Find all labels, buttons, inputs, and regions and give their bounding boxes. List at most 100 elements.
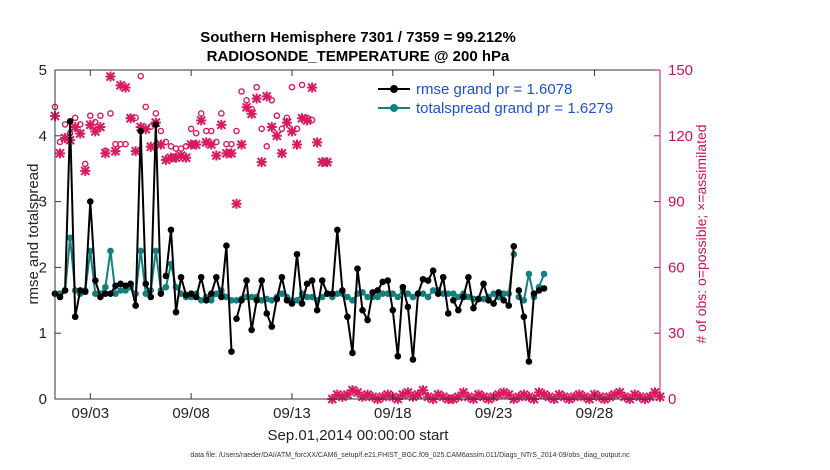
rmse-point [318, 277, 326, 284]
rmse-point [117, 280, 124, 288]
obs-possible-marker [102, 147, 109, 155]
totalspread-point [213, 290, 220, 298]
obs-possible-marker [192, 129, 200, 137]
totalspread-point [419, 290, 427, 298]
rmse-point [253, 297, 260, 304]
totalspread-point [248, 293, 255, 301]
y-right-tick-label: 90 [668, 194, 685, 211]
rmse-point [449, 297, 457, 304]
obs-assimilated-marker [271, 130, 282, 141]
obs-assimilated-marker [281, 117, 292, 128]
obs-possible-marker [76, 121, 84, 128]
obs-possible-marker [258, 125, 266, 133]
totalspread-point [207, 297, 215, 304]
rmse-point [323, 290, 331, 298]
rmse-point [132, 302, 139, 309]
obs-assimilated-marker [145, 141, 156, 152]
rmse-point [349, 349, 356, 357]
obs-possible-marker [157, 127, 165, 135]
totalspread-point [349, 297, 356, 304]
obs-assimilated-marker [80, 165, 91, 176]
obs-possible-marker [182, 143, 190, 150]
rmse-point [444, 310, 452, 317]
rmse-point [142, 280, 150, 288]
rmse-point [384, 277, 392, 284]
rmse-point [394, 352, 402, 360]
rmse-point [515, 287, 523, 294]
legend-rmse-marker [390, 85, 398, 93]
totalspread-point [142, 290, 150, 298]
totalspread-point [258, 297, 266, 304]
obs-possible-marker [263, 143, 271, 150]
rmse-point [192, 293, 200, 301]
x-tick-label: 09/18 [374, 405, 412, 422]
obs-possible-marker [273, 112, 281, 119]
legend-spread-label: totalspread grand pr = 1.6279 [416, 100, 613, 117]
obs-assimilated-marker [211, 150, 222, 161]
rmse-point [339, 287, 346, 294]
chart-title-line-2: RADIOSONDE_TEMPERATURE @ 200 hPa [207, 48, 510, 65]
obs-possible-marker [308, 116, 316, 124]
obs-assimilated-marker [105, 71, 116, 82]
obs-possible-marker [233, 127, 240, 135]
totalspread-point [233, 297, 240, 304]
y-right-tick-label: 60 [668, 259, 685, 276]
obs-possible-marker [56, 138, 64, 146]
rmse-point [424, 277, 432, 284]
rmse-point [258, 277, 266, 284]
obs-possible-marker [142, 103, 150, 111]
legend-spread-marker [390, 104, 398, 112]
rmse-point [485, 297, 492, 304]
x-tick-label: 09/28 [576, 405, 614, 422]
rmse-point [374, 287, 381, 294]
rmse-point [238, 297, 245, 304]
obs-possible-marker [278, 125, 286, 133]
rmse-point [470, 304, 477, 312]
obs-possible-marker [187, 125, 195, 133]
obs-assimilated-marker [246, 108, 257, 119]
obs-possible-marker [248, 105, 255, 113]
obs-assimilated-marker [196, 115, 207, 126]
rmse-point [460, 293, 467, 301]
y-tick-label: 2 [39, 259, 47, 276]
rmse-point [434, 290, 442, 298]
rmse-point [303, 280, 311, 288]
totalspread-point [490, 290, 497, 298]
rmse-point [102, 290, 109, 298]
totalspread-point [137, 247, 145, 255]
obs-possible-marker [298, 81, 306, 89]
totalspread-point [66, 234, 74, 242]
obs-assimilated-marker [261, 91, 272, 102]
totalspread-point [379, 290, 387, 298]
rmse-point [66, 118, 74, 125]
obs-possible-marker [218, 110, 225, 117]
rmse-point [248, 326, 255, 334]
rmse-point [56, 293, 64, 301]
rmse-point [268, 323, 276, 330]
obs-possible-marker [86, 112, 94, 119]
rmse-point [167, 226, 175, 234]
rmse-point [127, 280, 134, 288]
rmse-point [389, 306, 397, 314]
rmse-point [505, 302, 513, 309]
rmse-point [71, 313, 79, 321]
obs-assimilated-marker [181, 152, 192, 163]
obs-possible-marker [81, 160, 89, 168]
obs-assimilated-marker [266, 122, 277, 133]
rmse-point [182, 291, 190, 299]
rmse-point [172, 308, 180, 316]
rmse-point [207, 290, 215, 298]
rmse-point [480, 280, 487, 288]
obs-possible-marker [197, 110, 205, 117]
totalspread-point [162, 283, 170, 291]
obs-possible-marker [71, 114, 79, 122]
x-tick-label: 09/23 [475, 405, 513, 422]
obs-possible-marker [293, 125, 301, 133]
x-tick-label: 09/08 [172, 405, 210, 422]
totalspread-point [404, 290, 412, 298]
rmse-point [313, 306, 321, 314]
totalspread-point [374, 293, 381, 301]
y-tick-label: 5 [39, 62, 47, 79]
rmse-point [369, 289, 376, 296]
